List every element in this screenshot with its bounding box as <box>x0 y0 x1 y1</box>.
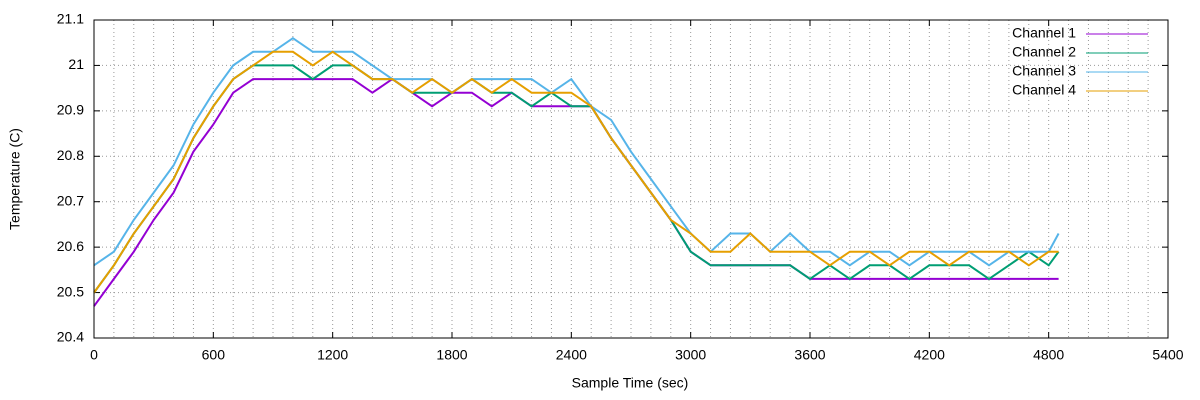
x-tick-label: 1200 <box>317 347 348 363</box>
x-tick-label: 4200 <box>914 347 945 363</box>
y-tick-label: 20.7 <box>57 192 84 208</box>
plot-border <box>93 19 1169 339</box>
data-line <box>93 64 1060 294</box>
y-tick-label: 20.9 <box>57 102 84 118</box>
y-tick-label: 20.8 <box>57 147 84 163</box>
data-line <box>93 36 1060 267</box>
x-tick-label: 5400 <box>1152 347 1183 363</box>
x-tick-label: 3000 <box>675 347 706 363</box>
x-tick-label: 0 <box>90 347 98 363</box>
x-axis-label: Sample Time (sec) <box>572 375 689 391</box>
y-axis-label: Temperature (C) <box>7 128 23 230</box>
y-tick-label: 20.5 <box>57 283 84 299</box>
x-tick-label: 1800 <box>436 347 467 363</box>
legend-label: Channel 3 <box>1012 63 1076 79</box>
y-tick-label: 21.1 <box>57 11 84 27</box>
x-tick-label: 3600 <box>794 347 825 363</box>
y-tick-label: 20.4 <box>57 329 84 345</box>
y-tick-label: 20.6 <box>57 238 84 254</box>
legend-label: Channel 4 <box>1012 82 1076 98</box>
y-tick-label: 21 <box>68 56 84 72</box>
legend-label: Channel 1 <box>1012 25 1076 41</box>
legend-label: Channel 2 <box>1012 44 1076 60</box>
x-tick-label: 600 <box>202 347 226 363</box>
x-tick-label: 2400 <box>556 347 587 363</box>
data-line <box>93 50 1059 294</box>
x-tick-label: 4800 <box>1033 347 1064 363</box>
